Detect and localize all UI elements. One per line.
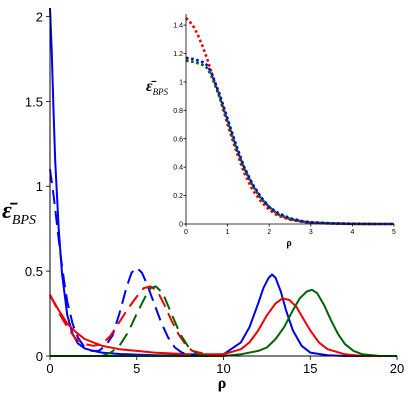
inset-y-tick-label: 0.6 xyxy=(173,136,183,143)
inset-x-tick-label: 5 xyxy=(392,229,396,236)
main-series-solid-1 xyxy=(49,294,397,357)
main-x-tick-label: 15 xyxy=(303,361,317,376)
main-x-tick-label: 0 xyxy=(46,361,53,376)
inset-series-group xyxy=(185,17,394,226)
main-y-tick-label: 1 xyxy=(36,179,43,194)
main-series-solid-2 xyxy=(50,288,397,357)
main-series-group xyxy=(49,7,397,357)
inset-y-tick-label: 0.4 xyxy=(173,165,183,172)
main-y-tick-label: 0.5 xyxy=(25,264,43,279)
inset-series-dotted-0 xyxy=(185,17,394,226)
inset-x-axis-label: ρ xyxy=(286,238,291,249)
inset-ticks-group: 0 1 2 3 4 5 0 0.2 0.4 0.6 0.8 1 1.2 1.4 xyxy=(173,23,396,236)
inset-x-tick-label: 1 xyxy=(226,229,230,236)
inset-y-tick-label: 0.2 xyxy=(173,193,183,200)
inset-y-tick-label: 0 xyxy=(179,222,183,229)
inset-y-tick-label: 0.8 xyxy=(173,108,183,115)
main-series-dashed-5 xyxy=(101,285,207,357)
main-y-tick-label: 0 xyxy=(36,349,43,364)
inset-series-dotted-2 xyxy=(185,56,394,226)
inset-y-axis-label: ε̄BPS xyxy=(146,78,169,97)
inset-x-tick-label: 0 xyxy=(184,229,188,236)
inset-x-tick-label: 4 xyxy=(350,229,354,236)
inset-background xyxy=(186,14,396,226)
main-x-tick-label: 5 xyxy=(133,361,140,376)
main-y-tick-label: 2 xyxy=(36,9,43,24)
main-x-tick-label: 10 xyxy=(216,361,230,376)
inset-y-tick-label: 1 xyxy=(179,79,183,86)
main-series-dashed-4 xyxy=(49,285,224,357)
inset-plot: 0 1 2 3 4 5 0 0.2 0.4 0.6 0.8 1 1.2 1.4 ρ ε̄BPS xyxy=(146,14,396,249)
inset-series-dotted-1 xyxy=(185,59,394,226)
main-x-axis-label: ρ xyxy=(218,375,227,392)
inset-y-tick-label: 1.4 xyxy=(173,23,183,30)
main-y-tick-label: 1.5 xyxy=(25,94,43,109)
inset-x-tick-label: 2 xyxy=(267,229,271,236)
main-x-tick-label: 20 xyxy=(390,361,404,376)
main-y-axis-label: ε̄BPS xyxy=(2,198,36,228)
inset-y-tick-label: 1.2 xyxy=(173,51,183,58)
inset-x-tick-label: 3 xyxy=(309,229,313,236)
main-series-dashed-3 xyxy=(49,169,207,357)
